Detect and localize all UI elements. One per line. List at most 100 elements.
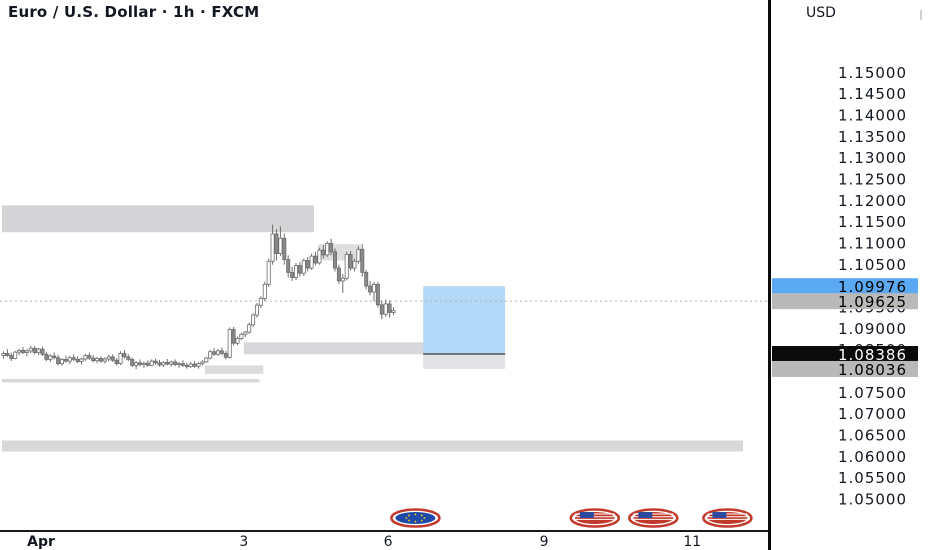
candle-body (368, 285, 373, 293)
price-label-bg (772, 360, 918, 377)
x-tick-label: 9 (540, 534, 549, 550)
candle-body (184, 364, 189, 368)
y-tick-label: 1.12000 (838, 192, 907, 210)
y-tick-label: 1.05500 (838, 469, 907, 487)
candle-body (360, 248, 365, 273)
candle-body (13, 351, 18, 359)
candle-body (48, 355, 53, 360)
candle-body (348, 254, 353, 269)
y-tick-label: 1.07000 (838, 405, 907, 423)
candle-body (60, 358, 65, 365)
candle-body (286, 259, 291, 273)
candle-body (106, 356, 111, 360)
y-tick-label: 1.06000 (838, 448, 907, 466)
candle-body (173, 361, 178, 365)
candle-body (32, 347, 37, 353)
candle-body (231, 329, 236, 344)
candle-body (122, 353, 127, 358)
candle-body (317, 249, 322, 264)
candle-body (383, 303, 388, 315)
candle-body (153, 360, 158, 364)
candle-body (356, 248, 361, 262)
candle-body (28, 347, 33, 352)
candle-body (305, 260, 310, 269)
candle-body (262, 283, 267, 299)
candle-body (332, 251, 337, 269)
zone-3 (2, 379, 260, 383)
axis-menu-mark[interactable] (920, 10, 922, 20)
candle-body (325, 242, 330, 256)
candle-body (297, 265, 302, 274)
zone-0 (2, 205, 314, 233)
candle-body (83, 355, 88, 360)
candle-body (387, 303, 392, 313)
candle-body (340, 277, 345, 282)
eu-flag-icon (390, 508, 441, 528)
candle-body (188, 363, 193, 368)
candle-body (71, 357, 76, 360)
candle-body (134, 362, 139, 366)
y-tick-label: 1.13000 (838, 149, 907, 167)
x-tick-label: 6 (384, 534, 393, 550)
candle-body (20, 350, 25, 353)
candle-body (95, 358, 100, 362)
candle-body (227, 329, 232, 358)
candle-body (309, 255, 314, 269)
price-axis-divider[interactable] (768, 0, 771, 550)
candle-body (247, 324, 252, 333)
candle-body (36, 348, 41, 353)
candle-body (40, 348, 45, 355)
candle-body (17, 350, 22, 353)
y-tick-label: 1.11500 (838, 213, 907, 231)
candle-body (1, 353, 6, 356)
zone-2 (204, 365, 264, 374)
price-label: 1.08036 (838, 361, 907, 379)
candle-body (118, 353, 123, 365)
candle-body (67, 357, 72, 362)
y-tick-label: 1.14500 (838, 85, 907, 103)
candle-body (110, 356, 115, 361)
candle-body (52, 355, 57, 359)
candle-body (321, 249, 326, 256)
price-label-bg (772, 346, 918, 363)
candle-body (196, 363, 201, 367)
candle-body (375, 283, 380, 306)
candle-body (278, 237, 283, 254)
y-tick-label: 1.11000 (838, 235, 907, 253)
candle-body (270, 233, 275, 262)
candle-body (208, 351, 213, 359)
time-axis-divider (0, 530, 768, 532)
candle-body (87, 355, 92, 359)
y-tick-label: 1.14000 (838, 107, 907, 125)
candle-body (141, 362, 146, 365)
position-stop-zone (423, 354, 506, 369)
candle-body (180, 363, 185, 366)
candle-body (137, 362, 142, 365)
candle-body (364, 271, 369, 287)
candle-body (102, 358, 107, 362)
price-label: 1.09625 (838, 293, 907, 311)
candle-body (24, 350, 29, 353)
x-tick-label: 3 (239, 534, 248, 550)
candle-body (169, 361, 174, 365)
candle-body (258, 297, 263, 306)
candle-body (63, 358, 68, 362)
candle-body (44, 353, 49, 360)
candle-body (79, 358, 84, 362)
candle-body (149, 360, 154, 366)
position-target-zone (423, 286, 506, 355)
currency-label[interactable]: USD (806, 5, 836, 21)
y-tick-label: 1.06500 (838, 426, 907, 444)
candle-body (56, 357, 61, 365)
candle-body (251, 314, 256, 326)
us-flag-icon (569, 508, 621, 528)
candle-body (290, 271, 295, 278)
candle-body (235, 338, 240, 344)
candle-body (130, 358, 135, 366)
price-label-bg (772, 278, 918, 295)
candle-body (344, 254, 349, 279)
candle-body (239, 333, 244, 339)
candle-body (126, 356, 131, 360)
